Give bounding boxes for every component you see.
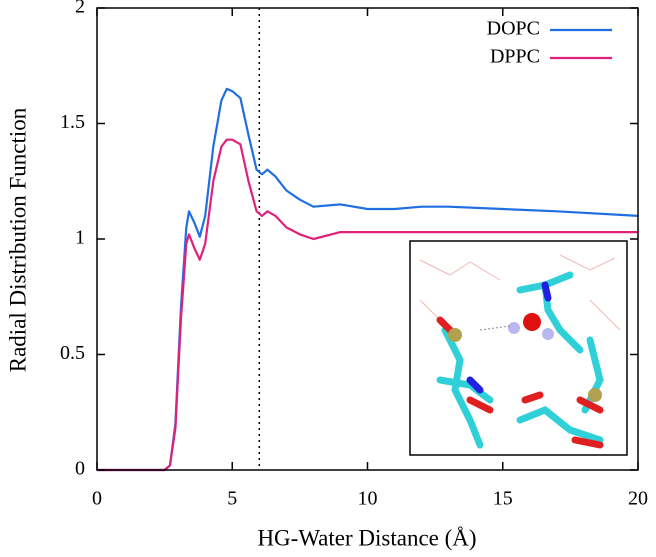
x-tick-label: 20: [628, 488, 648, 510]
y-tick-label: 0.5: [60, 342, 85, 364]
x-tick-label: 15: [493, 488, 513, 510]
x-tick-label: 5: [227, 488, 237, 510]
x-tick-label: 10: [358, 488, 378, 510]
inset-image: [409, 240, 628, 456]
y-tick-label: 1: [75, 227, 85, 249]
y-tick-label: 2: [75, 0, 85, 18]
legend-label: DOPC: [487, 18, 540, 40]
y-axis-label: Radial Distribution Function: [5, 107, 30, 372]
legend-label: DPPC: [490, 46, 540, 68]
data-line: [97, 138, 638, 472]
plot-frame: [96, 7, 639, 471]
x-axis-label: HG-Water Distance (Å): [257, 525, 476, 550]
x-tick-label: 0: [92, 488, 102, 510]
y-tick-label: 0: [75, 458, 85, 480]
y-tick-label: 1.5: [60, 111, 85, 133]
